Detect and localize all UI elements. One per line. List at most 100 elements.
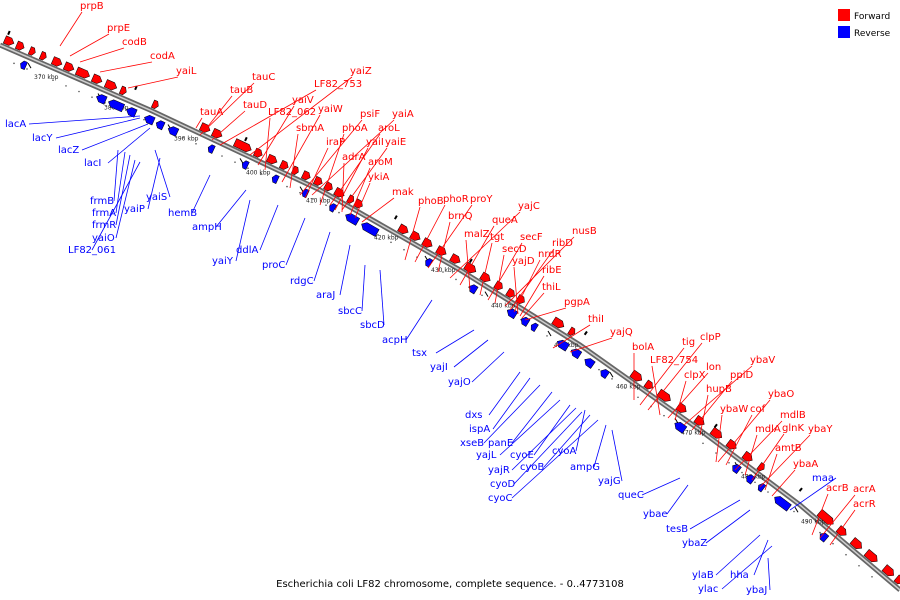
leader-line bbox=[705, 509, 751, 544]
leader-line bbox=[721, 545, 773, 590]
legend-reverse-label: Reverse bbox=[854, 29, 891, 39]
gene-label-prpB: prpB bbox=[80, 1, 104, 12]
gene-label-yaiI: yaiI bbox=[366, 137, 384, 148]
axis-dot bbox=[741, 471, 743, 474]
leader-line bbox=[819, 494, 856, 539]
forward-gene-shape bbox=[816, 509, 834, 525]
leader-line bbox=[465, 239, 471, 291]
forward-gene bbox=[290, 165, 299, 175]
gene-label-acpH: acpH bbox=[382, 335, 408, 346]
gene-label-yaiV: yaiV bbox=[292, 95, 314, 106]
forward-gene bbox=[397, 223, 409, 235]
gene-label-cyoC: cyoC bbox=[488, 493, 513, 504]
reverse-gene-shape bbox=[757, 483, 767, 493]
gene-label-nrdR: nrdR bbox=[538, 249, 562, 260]
axis-dot bbox=[754, 481, 756, 484]
axis-dot bbox=[52, 79, 54, 82]
leader-line bbox=[339, 244, 351, 296]
leader-line bbox=[341, 162, 345, 213]
gene-label-glnK: glnK bbox=[782, 423, 804, 434]
leader-line bbox=[334, 147, 369, 211]
axis-dot bbox=[325, 204, 327, 206]
leader-line bbox=[488, 371, 521, 416]
leader-line bbox=[91, 161, 141, 251]
leader-line bbox=[191, 174, 211, 214]
forward-gene bbox=[232, 138, 252, 153]
gene-label-nusB: nusB bbox=[572, 226, 597, 237]
reverse-gene bbox=[556, 339, 570, 352]
forward-gene-shape bbox=[278, 159, 289, 170]
gene-label-lacI: lacI bbox=[84, 158, 101, 169]
axis-dot bbox=[403, 248, 405, 251]
gene-label-amtB: amtB bbox=[775, 443, 802, 454]
forward-gene-shape bbox=[505, 287, 515, 298]
leader-line bbox=[764, 453, 778, 491]
gene-label-rdgC: rdgC bbox=[290, 276, 314, 287]
reverse-gene bbox=[506, 308, 519, 320]
axis-dot bbox=[377, 234, 379, 236]
axis-dot bbox=[728, 461, 730, 464]
gene-label-yaiO: yaiO bbox=[92, 233, 115, 244]
leader-line bbox=[494, 254, 505, 304]
tick-mark bbox=[239, 158, 244, 164]
forward-gene bbox=[863, 548, 878, 563]
axis-dot bbox=[637, 396, 639, 399]
leader-line bbox=[753, 539, 769, 576]
leader-line bbox=[641, 477, 681, 496]
gene-label-dxs: dxs bbox=[465, 410, 482, 421]
marker bbox=[798, 487, 803, 492]
reverse-gene bbox=[155, 120, 166, 131]
leader-line bbox=[215, 189, 247, 228]
gene-label-ylaB: ylaB bbox=[692, 570, 714, 581]
leader-line bbox=[593, 424, 607, 468]
gene-label-yajL: yajL bbox=[476, 450, 497, 461]
forward-gene-shape bbox=[312, 175, 323, 186]
gene-label-ybaZ: ybaZ bbox=[682, 538, 707, 549]
forward-gene-shape bbox=[643, 379, 653, 390]
axis-dot bbox=[91, 96, 93, 98]
leader-line bbox=[811, 493, 829, 536]
axis-dot bbox=[65, 85, 67, 87]
leader-line bbox=[651, 365, 661, 416]
gene-label-phoA: phoA bbox=[342, 123, 368, 134]
reverse-gene-shape bbox=[207, 144, 216, 154]
tick-label: 460 kbp bbox=[616, 383, 641, 390]
leader-line bbox=[285, 217, 306, 266]
forward-gene-shape bbox=[232, 138, 252, 153]
gene-label-yajQ: yajQ bbox=[610, 327, 633, 338]
leader-line bbox=[759, 434, 811, 488]
axis-dot bbox=[832, 542, 834, 545]
gene-label-thiL: thiL bbox=[542, 282, 561, 293]
reverse-gene bbox=[96, 94, 108, 105]
forward-gene bbox=[278, 159, 289, 170]
tick-label: 400 kbp bbox=[246, 169, 271, 176]
leader-line bbox=[281, 114, 321, 183]
gene-label-tauB: tauB bbox=[230, 85, 253, 96]
axis-dot bbox=[234, 161, 236, 163]
legend: Forward Reverse bbox=[838, 9, 891, 39]
forward-gene-shape bbox=[252, 147, 263, 158]
leader-line bbox=[789, 477, 837, 511]
gene-label-queC: queC bbox=[618, 490, 644, 501]
forward-gene-shape bbox=[656, 388, 671, 402]
reverse-gene-shape bbox=[746, 474, 756, 485]
forward-gene-shape bbox=[479, 271, 491, 283]
reverse-gene bbox=[774, 496, 792, 512]
reverse-gene-shape bbox=[774, 496, 792, 512]
gene-label-ylac: ylac bbox=[698, 584, 718, 595]
legend-forward-label: Forward bbox=[854, 12, 890, 22]
forward-gene-shape bbox=[27, 46, 36, 56]
forward-gene bbox=[643, 379, 653, 390]
leader-line bbox=[691, 380, 733, 431]
reverse-gene bbox=[144, 115, 156, 126]
reverse-gene-shape bbox=[530, 322, 539, 333]
gene-label-yaiS: yaiS bbox=[146, 192, 167, 203]
leader-line bbox=[449, 211, 521, 279]
axis-dot bbox=[338, 211, 340, 214]
gene-label-lacY: lacY bbox=[32, 133, 53, 144]
axis-dot bbox=[39, 73, 41, 76]
tick-label: 410 kbp bbox=[306, 198, 331, 205]
gene-label-hha: hha bbox=[730, 570, 749, 581]
gene-label-ybaO: ybaO bbox=[768, 389, 794, 400]
